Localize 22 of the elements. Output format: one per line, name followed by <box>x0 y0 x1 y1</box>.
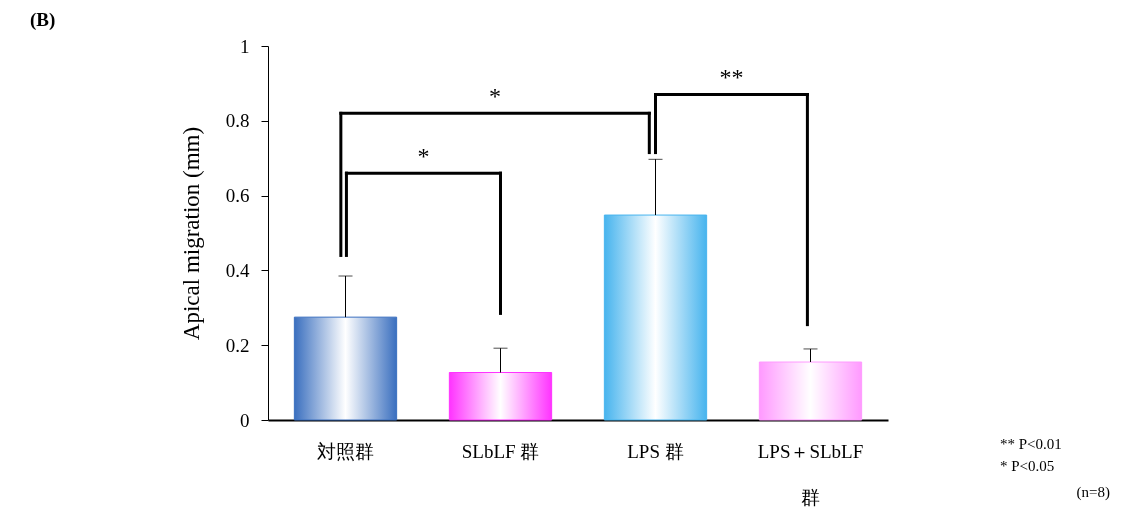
y-axis-title: Apical migration (mm) <box>178 126 204 341</box>
bar <box>293 316 398 421</box>
annotation: ** <box>719 64 744 91</box>
bar <box>758 361 863 421</box>
text: * P<0.05 <box>1000 458 1055 474</box>
text: (n=8) <box>1076 484 1110 501</box>
annotation: * <box>417 142 430 169</box>
bar <box>603 214 708 421</box>
y-tick-label: 0 <box>240 409 250 431</box>
x-tick-label: LPS 群 <box>627 440 684 462</box>
category-label: LPS＋SLbLF 群 <box>757 440 864 508</box>
text: ** P<0.01 <box>1000 436 1062 452</box>
y-tick-label: 0.4 <box>225 259 250 281</box>
y-tick-label: 0.8 <box>225 110 250 132</box>
y-tick-label: 0.6 <box>225 185 250 207</box>
y-tick-label: 0.2 <box>225 334 250 356</box>
x-tick-label: 対照群 <box>317 440 374 462</box>
y-tick-label: 1 <box>240 35 250 57</box>
x-tick-label: SLbLF 群 <box>461 440 540 462</box>
annotation: * <box>489 82 502 109</box>
text: (B) <box>30 9 56 31</box>
bar <box>448 372 553 421</box>
